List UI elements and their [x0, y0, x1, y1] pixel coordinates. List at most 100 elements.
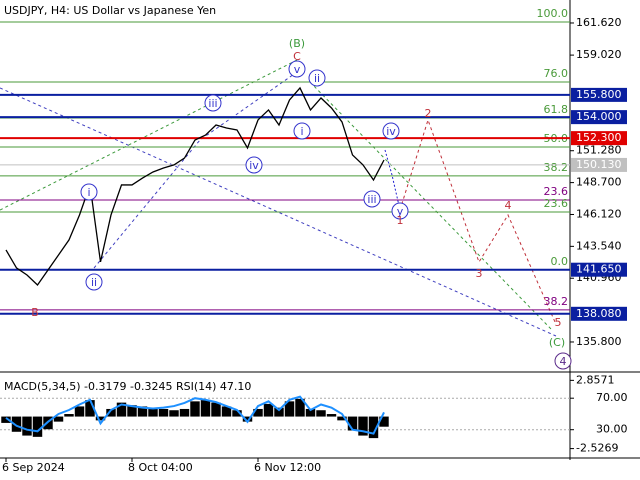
wave-label: i: [87, 186, 90, 199]
wave-label: 5: [555, 316, 562, 329]
macd-bar: [274, 407, 284, 417]
wave-label: 2: [425, 107, 432, 120]
price-box: [571, 306, 627, 321]
macd-bar: [179, 408, 190, 417]
wave-label: 3: [476, 267, 483, 280]
macd-bar: [284, 401, 295, 417]
wave-circle: [85, 273, 103, 291]
trend-line: [93, 71, 298, 269]
trend-line: [0, 59, 298, 211]
macd-bar: [337, 416, 347, 421]
indicator-title: MACD(5,34,5) -0.3179 -0.3245 RSI(14) 47.…: [4, 380, 251, 393]
macd-bar: [116, 402, 127, 417]
wave-circle: [554, 352, 572, 370]
macd-bar: [379, 416, 389, 427]
price-box-label: 155.800: [576, 88, 622, 101]
forecast-line: [384, 149, 401, 211]
price-box-label: 150.130: [576, 158, 622, 171]
chart-title: USDJPY, H4: US Dollar vs Japanese Yen: [4, 4, 216, 17]
wave-circle: [288, 60, 306, 78]
macd-bar: [211, 402, 221, 417]
wave-lines: [0, 59, 557, 337]
fib-label: 23.6: [544, 185, 569, 198]
wave-circle: [245, 156, 263, 174]
price-box: [571, 110, 627, 125]
fib-label: 100.0: [537, 7, 569, 20]
wave-label: 1: [397, 214, 404, 227]
wave-label: v: [294, 63, 301, 76]
macd-bar: [347, 416, 358, 431]
price-box: [571, 157, 627, 172]
x-tick-label: 6 Sep 2024: [2, 461, 65, 474]
wave-circle: [204, 94, 222, 112]
trend-line: [309, 81, 553, 331]
forecast-line: [399, 118, 556, 323]
price-box-label: 138.080: [576, 307, 622, 320]
macd-bar: [64, 414, 74, 417]
price-box: [571, 87, 627, 102]
y2-tick-label: 70.00: [596, 391, 628, 404]
wave-label: y: [397, 205, 404, 218]
x-tick-label: 8 Oct 04:00: [128, 461, 193, 474]
macd-bar: [127, 405, 137, 417]
y-tick-label: 135.800: [576, 335, 622, 348]
macd-bar: [190, 401, 200, 417]
wave-label: i: [300, 125, 303, 138]
macd-bar: [169, 410, 179, 417]
price-box: [571, 262, 627, 277]
wave-label: (B): [289, 37, 305, 50]
y-tick-label: 146.120: [576, 207, 622, 220]
macd-bar: [85, 400, 95, 417]
y-tick-label: 143.540: [576, 239, 622, 252]
wave-circle: [363, 190, 381, 208]
macd-bar: [305, 408, 316, 417]
wave-label: iii: [367, 193, 376, 206]
price-box-label: 152.300: [576, 131, 622, 144]
fib-label: 0.0: [551, 255, 569, 268]
macd-bar: [137, 406, 148, 417]
macd-bar: [358, 416, 368, 436]
y-tick-label: 2.8571: [576, 373, 615, 386]
macd-bar: [200, 400, 211, 417]
price-box: [571, 131, 627, 146]
wave-circle: [382, 122, 400, 140]
macd-bar: [158, 408, 169, 417]
price-line: [5, 86, 385, 287]
macd-bar: [11, 416, 22, 432]
wave-label: iv: [386, 125, 396, 138]
wave-label: ii: [91, 276, 97, 289]
wave-circle: [293, 122, 311, 140]
fib-label: 23.6: [544, 197, 569, 210]
wave-label: ii: [314, 72, 320, 85]
macd-bar: [22, 416, 32, 436]
macd-bar: [232, 410, 242, 417]
wave-label: (C): [549, 336, 565, 349]
wave-label: 4: [560, 355, 567, 368]
macd-bar: [263, 403, 274, 417]
y-tick-label: 159.020: [576, 48, 622, 61]
macd-bar: [106, 408, 116, 417]
macd-bar: [316, 410, 326, 417]
macd-bar: [326, 414, 337, 417]
fib-label: 76.0: [544, 67, 569, 80]
macd-bar: [242, 416, 253, 422]
macd-bar: [74, 406, 85, 417]
fib-label: 61.8: [544, 103, 569, 116]
wave-label: iv: [249, 159, 259, 172]
rsi-line: [5, 395, 385, 435]
price-box-label: 154.000: [576, 110, 622, 123]
wave-circle: [80, 183, 98, 201]
macd-bar: [1, 416, 11, 423]
macd-bar: [368, 416, 379, 439]
y-tick-label: 151.280: [576, 144, 622, 157]
y-tick-label: 161.620: [576, 16, 622, 29]
fib-label: 38.2: [544, 161, 569, 174]
macd-bar: [295, 398, 305, 417]
wave-label: C: [293, 50, 301, 63]
macd-bar: [221, 406, 232, 417]
wave-label: B: [31, 306, 39, 319]
macd-bar: [95, 416, 106, 421]
wave-label: iii: [208, 97, 217, 110]
